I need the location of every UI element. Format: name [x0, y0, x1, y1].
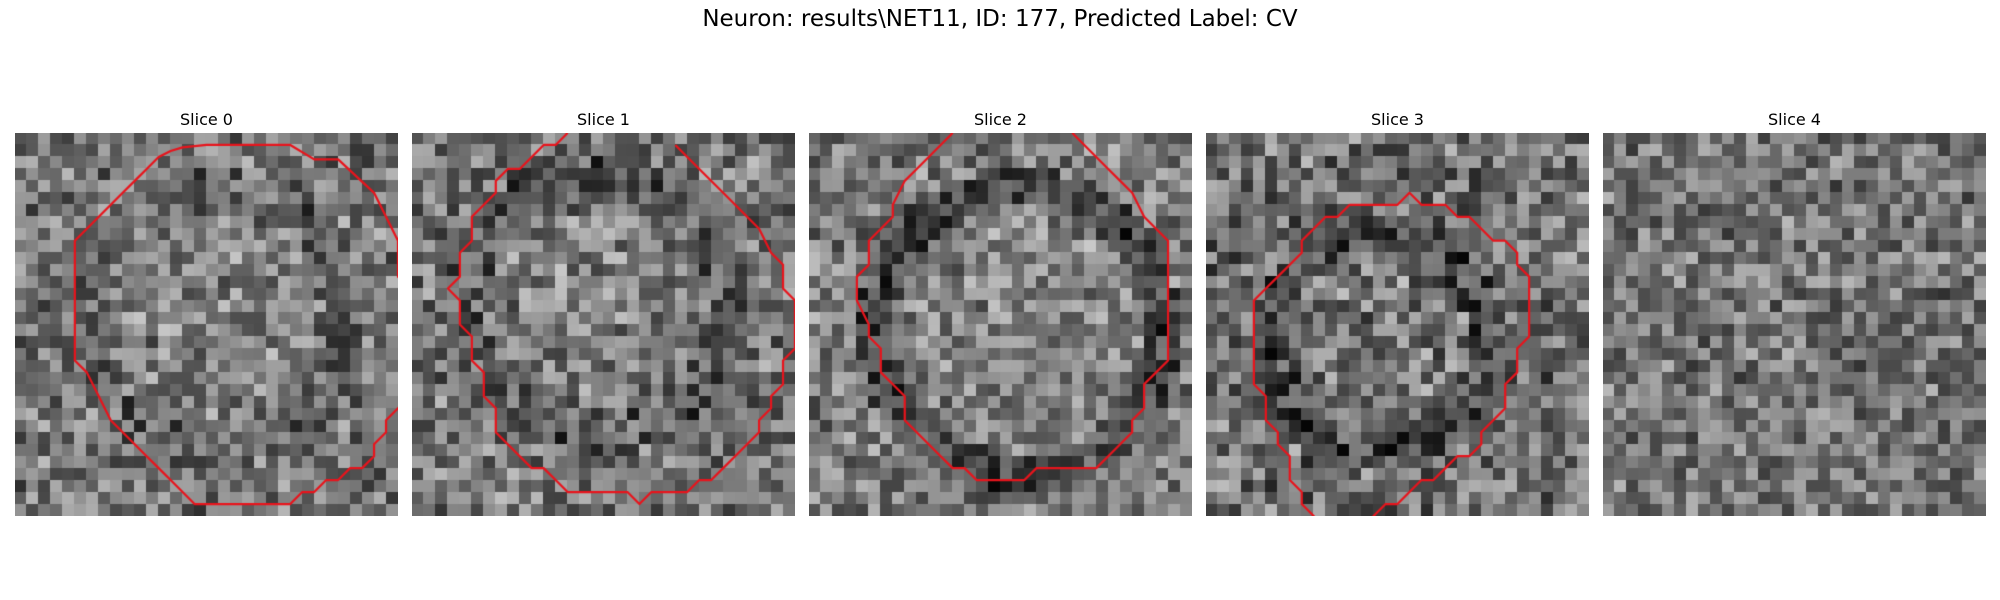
slice-image [15, 133, 398, 516]
slice-image [809, 133, 1192, 516]
slice-image [1603, 133, 1986, 516]
slice-title: Slice 1 [577, 110, 630, 129]
slice-title: Slice 3 [1371, 110, 1424, 129]
figure-title: Neuron: results\NET11, ID: 177, Predicte… [702, 6, 1298, 32]
slice-title: Slice 0 [180, 110, 233, 129]
slice-title: Slice 2 [974, 110, 1027, 129]
slice-image [412, 133, 795, 516]
slice-title: Slice 4 [1768, 110, 1821, 129]
slice-image [1206, 133, 1589, 516]
